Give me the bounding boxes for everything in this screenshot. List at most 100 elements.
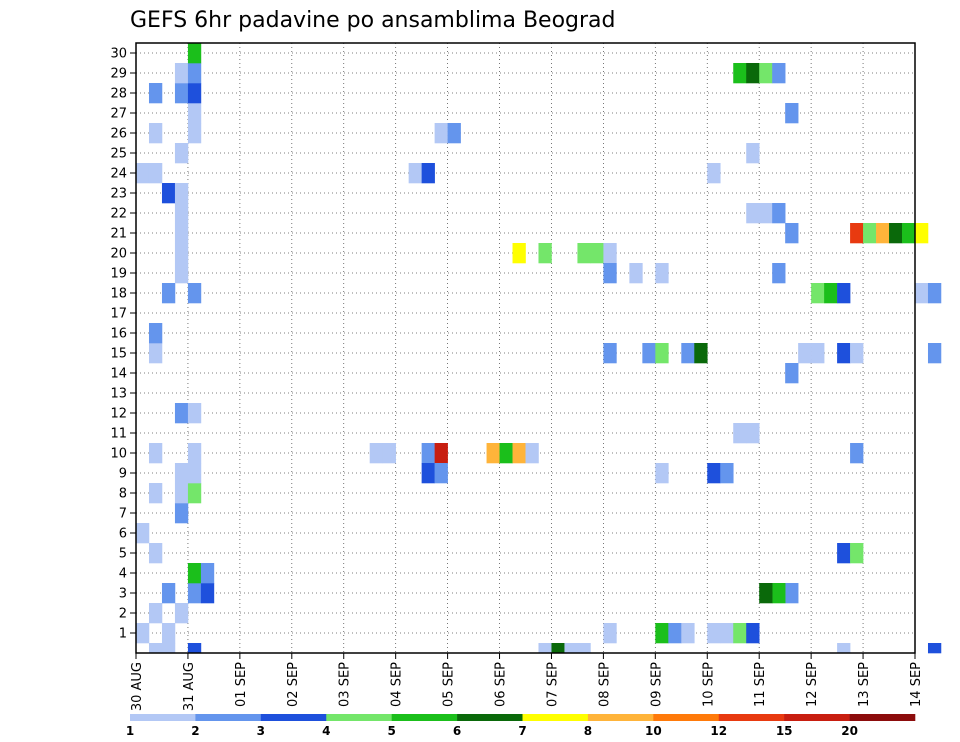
heatmap-cell — [136, 523, 150, 544]
plot-frame — [135, 42, 916, 654]
legend-label: 15 — [776, 724, 793, 738]
heatmap-cell — [148, 163, 163, 184]
heatmap-cell — [187, 403, 202, 424]
heatmap-cell — [707, 463, 721, 484]
heatmap-cell — [707, 623, 721, 644]
heatmap-cell — [421, 443, 435, 464]
heatmap-cell — [668, 623, 682, 644]
heatmap-cell — [733, 63, 747, 84]
heatmap-cell — [187, 583, 202, 604]
heatmap-cell — [927, 343, 942, 364]
heatmap-cell — [577, 243, 591, 264]
heatmap-cell — [174, 463, 189, 484]
heatmap-cell — [798, 343, 812, 364]
heatmap-cell — [174, 503, 189, 524]
heatmap-cell — [512, 243, 526, 264]
y-tick-label: 23 — [110, 187, 127, 202]
x-tick-label: 03 SEP — [338, 662, 353, 707]
heatmap-cell — [889, 223, 903, 244]
heatmap-cell — [434, 123, 448, 144]
heatmap-cell — [512, 443, 526, 464]
y-tick-label: 11 — [110, 427, 127, 442]
heatmap-cell — [850, 443, 864, 464]
legend-swatch — [195, 714, 262, 721]
heatmap-cell — [603, 263, 617, 284]
heatmap-cell — [136, 163, 150, 184]
heatmap-cell — [746, 623, 760, 644]
heatmap-cell — [161, 583, 176, 604]
heatmap-cell — [148, 643, 163, 654]
heatmap-cell — [434, 443, 448, 464]
y-tick-label: 9 — [119, 467, 127, 482]
y-tick-label: 1 — [119, 627, 127, 642]
heatmap-cell — [785, 583, 799, 604]
y-tick-label: 18 — [110, 287, 127, 302]
heatmap-cell — [174, 483, 189, 504]
heatmap-cell — [603, 623, 617, 644]
heatmap-cell — [603, 343, 617, 364]
heatmap-cell — [772, 263, 786, 284]
heatmap-cell — [174, 83, 189, 104]
y-tick-label: 27 — [110, 107, 127, 122]
heatmap-cell — [421, 163, 435, 184]
heatmap-cell — [746, 423, 760, 444]
heatmap-cell — [200, 563, 215, 584]
y-tick-label: 14 — [110, 367, 127, 382]
heatmap-cell — [772, 63, 786, 84]
y-tick-label: 28 — [110, 87, 127, 102]
heatmap-cell — [746, 63, 760, 84]
heatmap-cell — [499, 443, 513, 464]
heatmap-cell — [187, 463, 202, 484]
heatmap-cell — [161, 183, 176, 204]
heatmap-cell — [187, 643, 202, 654]
legend-swatch — [718, 714, 785, 721]
x-tick-label: 12 SEP — [805, 662, 820, 707]
heatmap-cell — [187, 83, 202, 104]
heatmap-cell — [421, 463, 435, 484]
heatmap-cell — [746, 143, 760, 164]
y-tick-label: 7 — [119, 507, 127, 522]
heatmap-cell — [837, 343, 851, 364]
x-tick-label: 11 SEP — [753, 662, 768, 707]
heatmap-cell — [187, 443, 202, 464]
x-tick-label: 13 SEP — [857, 662, 872, 707]
heatmap-cell — [707, 163, 721, 184]
heatmap-cell — [733, 623, 747, 644]
heatmap-cell — [148, 483, 163, 504]
heatmap-cell — [174, 243, 189, 264]
heatmap-cell — [590, 243, 604, 264]
heatmap-cell — [902, 223, 916, 244]
heatmap-cell — [850, 543, 864, 564]
legend-label: 6 — [453, 724, 461, 738]
y-tick-label: 30 — [110, 47, 127, 62]
heatmap-cell — [408, 163, 422, 184]
legend-label: 12 — [710, 724, 727, 738]
legend-swatch — [653, 714, 720, 721]
heatmap-cell — [759, 203, 773, 224]
heatmap-cell — [486, 443, 500, 464]
heatmap-cell — [148, 343, 163, 364]
heatmap-cell — [382, 443, 396, 464]
legend-label: 20 — [841, 724, 858, 738]
heatmap-cell — [850, 343, 864, 364]
heatmap-cell — [603, 243, 617, 264]
heatmap-cell — [837, 543, 851, 564]
legend-swatch — [130, 714, 196, 721]
heatmap-cell — [915, 283, 929, 304]
y-tick-label: 22 — [110, 207, 127, 222]
y-tick-label: 5 — [119, 547, 127, 562]
x-tick-label: 01 SEP — [234, 662, 249, 707]
heatmap-cell — [187, 283, 202, 304]
legend-label: 4 — [322, 724, 330, 738]
legend-label: 10 — [645, 724, 662, 738]
heatmap-cell — [785, 363, 799, 384]
y-tick-label: 20 — [110, 247, 127, 262]
legend-swatch — [522, 714, 589, 721]
x-tick-label: 06 SEP — [494, 662, 509, 707]
heatmap-cell — [629, 263, 643, 284]
legend-swatch — [326, 714, 392, 721]
heatmap-cell — [148, 123, 163, 144]
heatmap-cell — [785, 103, 799, 124]
x-tick-label: 05 SEP — [442, 662, 457, 707]
